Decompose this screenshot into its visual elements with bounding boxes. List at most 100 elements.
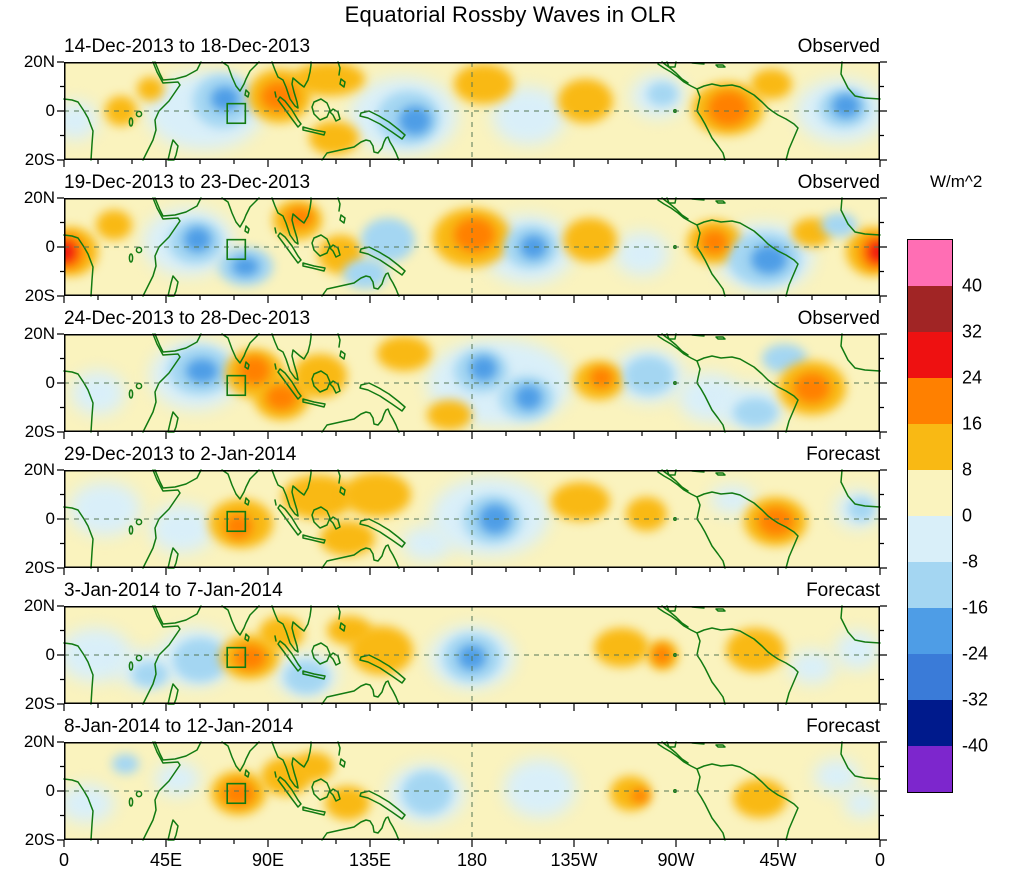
colorbar-tick-label--8: -8 (962, 551, 979, 572)
colorbar-unit-label: W/m^2 (930, 172, 983, 191)
anomaly-blob (234, 645, 266, 670)
panel-1-header: 14-Dec-2013 to 18-Dec-2013 Observed (64, 35, 880, 59)
panel-5-header: 3-Jan-2014 to 7-Jan-2014 Forecast (64, 579, 880, 603)
y-axis-label-20n: 20N (23, 52, 55, 71)
panel-3-map (57, 333, 887, 439)
x-axis-label-90e: 90E (251, 850, 285, 870)
x-axis-label-0: 0 (874, 850, 886, 870)
map-border (64, 62, 880, 160)
map-overlay (57, 197, 887, 303)
anomaly-blob (265, 385, 298, 410)
anomaly-blob (725, 628, 785, 673)
anomaly-blob (324, 786, 370, 821)
anomaly-blob (630, 788, 649, 804)
y-axis-label-0: 0 (45, 781, 55, 800)
anomaly-blob (320, 521, 375, 556)
y-axis-label-20n: 20N (23, 732, 55, 751)
map-border (64, 470, 880, 568)
colorbar-segment-1 (908, 240, 952, 286)
anomaly-blob (292, 751, 334, 782)
colorbar-tick-label-32: 32 (962, 321, 983, 342)
colorbar-segment-3 (908, 332, 952, 378)
panel-date-range: 19-Dec-2013 to 23-Dec-2013 (64, 172, 311, 193)
anomaly-field (64, 470, 880, 568)
map-border (64, 606, 880, 704)
panel-date-range: 24-Dec-2013 to 28-Dec-2013 (64, 308, 311, 329)
panel-4-map (57, 469, 887, 575)
panel-6-map (57, 741, 887, 847)
anomaly-blob (283, 659, 330, 695)
y-axis-label-20s: 20S (24, 830, 55, 849)
y-axis-label-20s: 20S (24, 150, 55, 169)
anomaly-blob (261, 81, 298, 111)
anomaly-blob (308, 120, 359, 156)
panel-6-header: 8-Jan-2014 to 12-Jan-2014 Forecast (64, 715, 880, 739)
anomaly-blob (732, 778, 788, 818)
y-axis-label-20s: 20S (24, 422, 55, 441)
wave-tracking-box (226, 238, 247, 261)
anomaly-blob (238, 356, 271, 386)
anomaly-blob (95, 210, 132, 240)
anomaly-blob (376, 336, 432, 371)
anomaly-blob (700, 229, 729, 255)
anomaly-blob (154, 761, 200, 796)
colorbar-segment-6 (908, 470, 952, 516)
y-axis-label-20s: 20S (24, 286, 55, 305)
colorbar-segment-7 (908, 516, 952, 562)
panel-date-range: 29-Dec-2013 to 2-Jan-2014 (64, 444, 297, 465)
x-axis-label-45e: 45E (149, 850, 183, 870)
anomaly-blob (186, 358, 219, 383)
anomaly-blob (292, 62, 366, 97)
panel-2-map (57, 197, 887, 303)
y-axis-label-20n: 20N (23, 188, 55, 207)
colorbar-tick-label-40: 40 (962, 275, 983, 296)
anomaly-blob (623, 356, 674, 396)
anomaly-blob (136, 76, 164, 102)
panel-tag: Forecast (806, 716, 880, 737)
map-overlay (57, 605, 887, 711)
anomaly-blob (558, 79, 613, 124)
x-axis-label-135e: 135E (348, 850, 392, 870)
anomaly-blob (832, 93, 860, 119)
axis-ticks (57, 605, 887, 711)
y-axis-label-0: 0 (45, 645, 55, 664)
map-border (64, 742, 880, 840)
panel-tag: Observed (797, 36, 880, 57)
axis-ticks (57, 197, 887, 303)
colorbar-segment-9 (908, 608, 952, 654)
anomaly-blob (614, 232, 670, 277)
wave-tracking-box (226, 782, 247, 805)
anomaly-blob (426, 400, 472, 430)
panel-tag: Forecast (806, 444, 880, 465)
panel-2-header: 19-Dec-2013 to 23-Dec-2013 Observed (64, 171, 880, 195)
anomaly-blob (707, 91, 749, 126)
anomaly-field (64, 334, 880, 432)
panel-3-header: 24-Dec-2013 to 28-Dec-2013 Observed (64, 307, 880, 331)
colorbar-tick-label--40: -40 (962, 735, 989, 756)
anomaly-blob (104, 96, 137, 126)
panel-date-range: 14-Dec-2013 to 18-Dec-2013 (64, 36, 311, 57)
y-axis-label-20s: 20S (24, 694, 55, 713)
panel-date-range: 3-Jan-2014 to 7-Jan-2014 (64, 580, 283, 601)
map-border (64, 198, 880, 296)
colorbar-tick-label-24: 24 (962, 367, 983, 388)
x-axis-label-0: 0 (58, 850, 70, 870)
map-overlay (57, 61, 887, 167)
y-axis-label-20n: 20N (23, 324, 55, 343)
axis-ticks (57, 333, 887, 439)
anomaly-blob (64, 783, 114, 823)
colorbar-segment-12 (908, 746, 952, 792)
anomaly-blob (64, 242, 76, 262)
anomaly-blob (789, 650, 835, 685)
anomaly-blob (111, 754, 139, 774)
x-axis-label-135w: 135W (550, 850, 598, 870)
colorbar (907, 239, 953, 793)
figure-title: Equatorial Rossby Waves in OLR (344, 2, 677, 27)
y-axis-label-20s: 20S (24, 558, 55, 577)
axis-ticks (57, 741, 887, 847)
wave-tracking-box (226, 102, 247, 125)
y-axis-label-0: 0 (45, 237, 55, 256)
anomaly-blob (469, 356, 497, 381)
axis-ticks (57, 469, 887, 575)
anomaly-blob (453, 64, 513, 104)
